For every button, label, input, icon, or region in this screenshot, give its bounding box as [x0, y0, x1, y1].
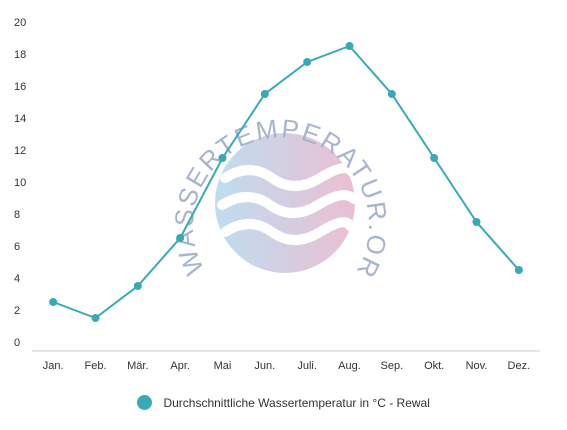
x-tick-label: Mai — [214, 360, 232, 372]
data-point[interactable] — [387, 90, 396, 98]
x-tick-label: Apr. — [170, 360, 190, 372]
series-points — [49, 42, 523, 322]
x-tick-label: Mär. — [127, 360, 148, 372]
x-tick-label: Jan. — [43, 360, 64, 372]
y-tick-label: 14 — [14, 113, 26, 125]
data-point[interactable] — [133, 282, 142, 290]
y-tick-label: 2 — [14, 305, 20, 317]
data-point[interactable] — [91, 314, 100, 322]
legend[interactable]: Durchschnittliche Wassertemperatur in °C… — [0, 395, 567, 411]
y-axis-ticks: 0 2 4 6 8 10 12 14 16 18 20 — [14, 17, 26, 349]
legend-marker-icon — [137, 395, 153, 411]
y-tick-label: 12 — [14, 145, 26, 157]
y-tick-label: 18 — [14, 49, 26, 61]
x-tick-label: Sep. — [381, 360, 404, 372]
x-tick-label: Nov. — [466, 360, 488, 372]
x-tick-label: Jun. — [254, 360, 275, 372]
data-point[interactable] — [218, 154, 227, 162]
data-point[interactable] — [430, 154, 439, 162]
data-point[interactable] — [303, 58, 312, 66]
watermark-waves-icon — [217, 163, 359, 245]
y-tick-label: 8 — [14, 209, 20, 221]
y-tick-label: 0 — [14, 337, 20, 349]
data-point[interactable] — [260, 90, 269, 98]
x-tick-label: Okt. — [424, 360, 444, 372]
x-tick-label: Juli. — [297, 360, 317, 372]
data-point[interactable] — [472, 218, 481, 226]
x-axis-ticks: Jan. Feb. Mär. Apr. Mai Jun. Juli. Aug. Sep. Okt.… — [43, 360, 530, 372]
y-tick-label: 16 — [14, 81, 26, 93]
data-point[interactable] — [176, 234, 185, 242]
data-point[interactable] — [514, 266, 523, 274]
y-tick-label: 4 — [14, 273, 20, 285]
x-tick-label: Aug. — [338, 360, 361, 372]
y-tick-label: 6 — [14, 241, 20, 253]
series-line — [52, 44, 520, 320]
x-tick-label: Feb. — [84, 360, 106, 372]
watermark: WASSERTEMPERATUR.ORG — [0, 0, 391, 284]
data-point[interactable] — [49, 298, 58, 306]
data-point[interactable] — [345, 42, 354, 50]
y-tick-label: 20 — [14, 17, 26, 29]
x-tick-label: Dez. — [508, 360, 531, 372]
y-tick-label: 10 — [14, 177, 26, 189]
legend-label: Durchschnittliche Wassertemperatur in °C… — [163, 395, 430, 410]
